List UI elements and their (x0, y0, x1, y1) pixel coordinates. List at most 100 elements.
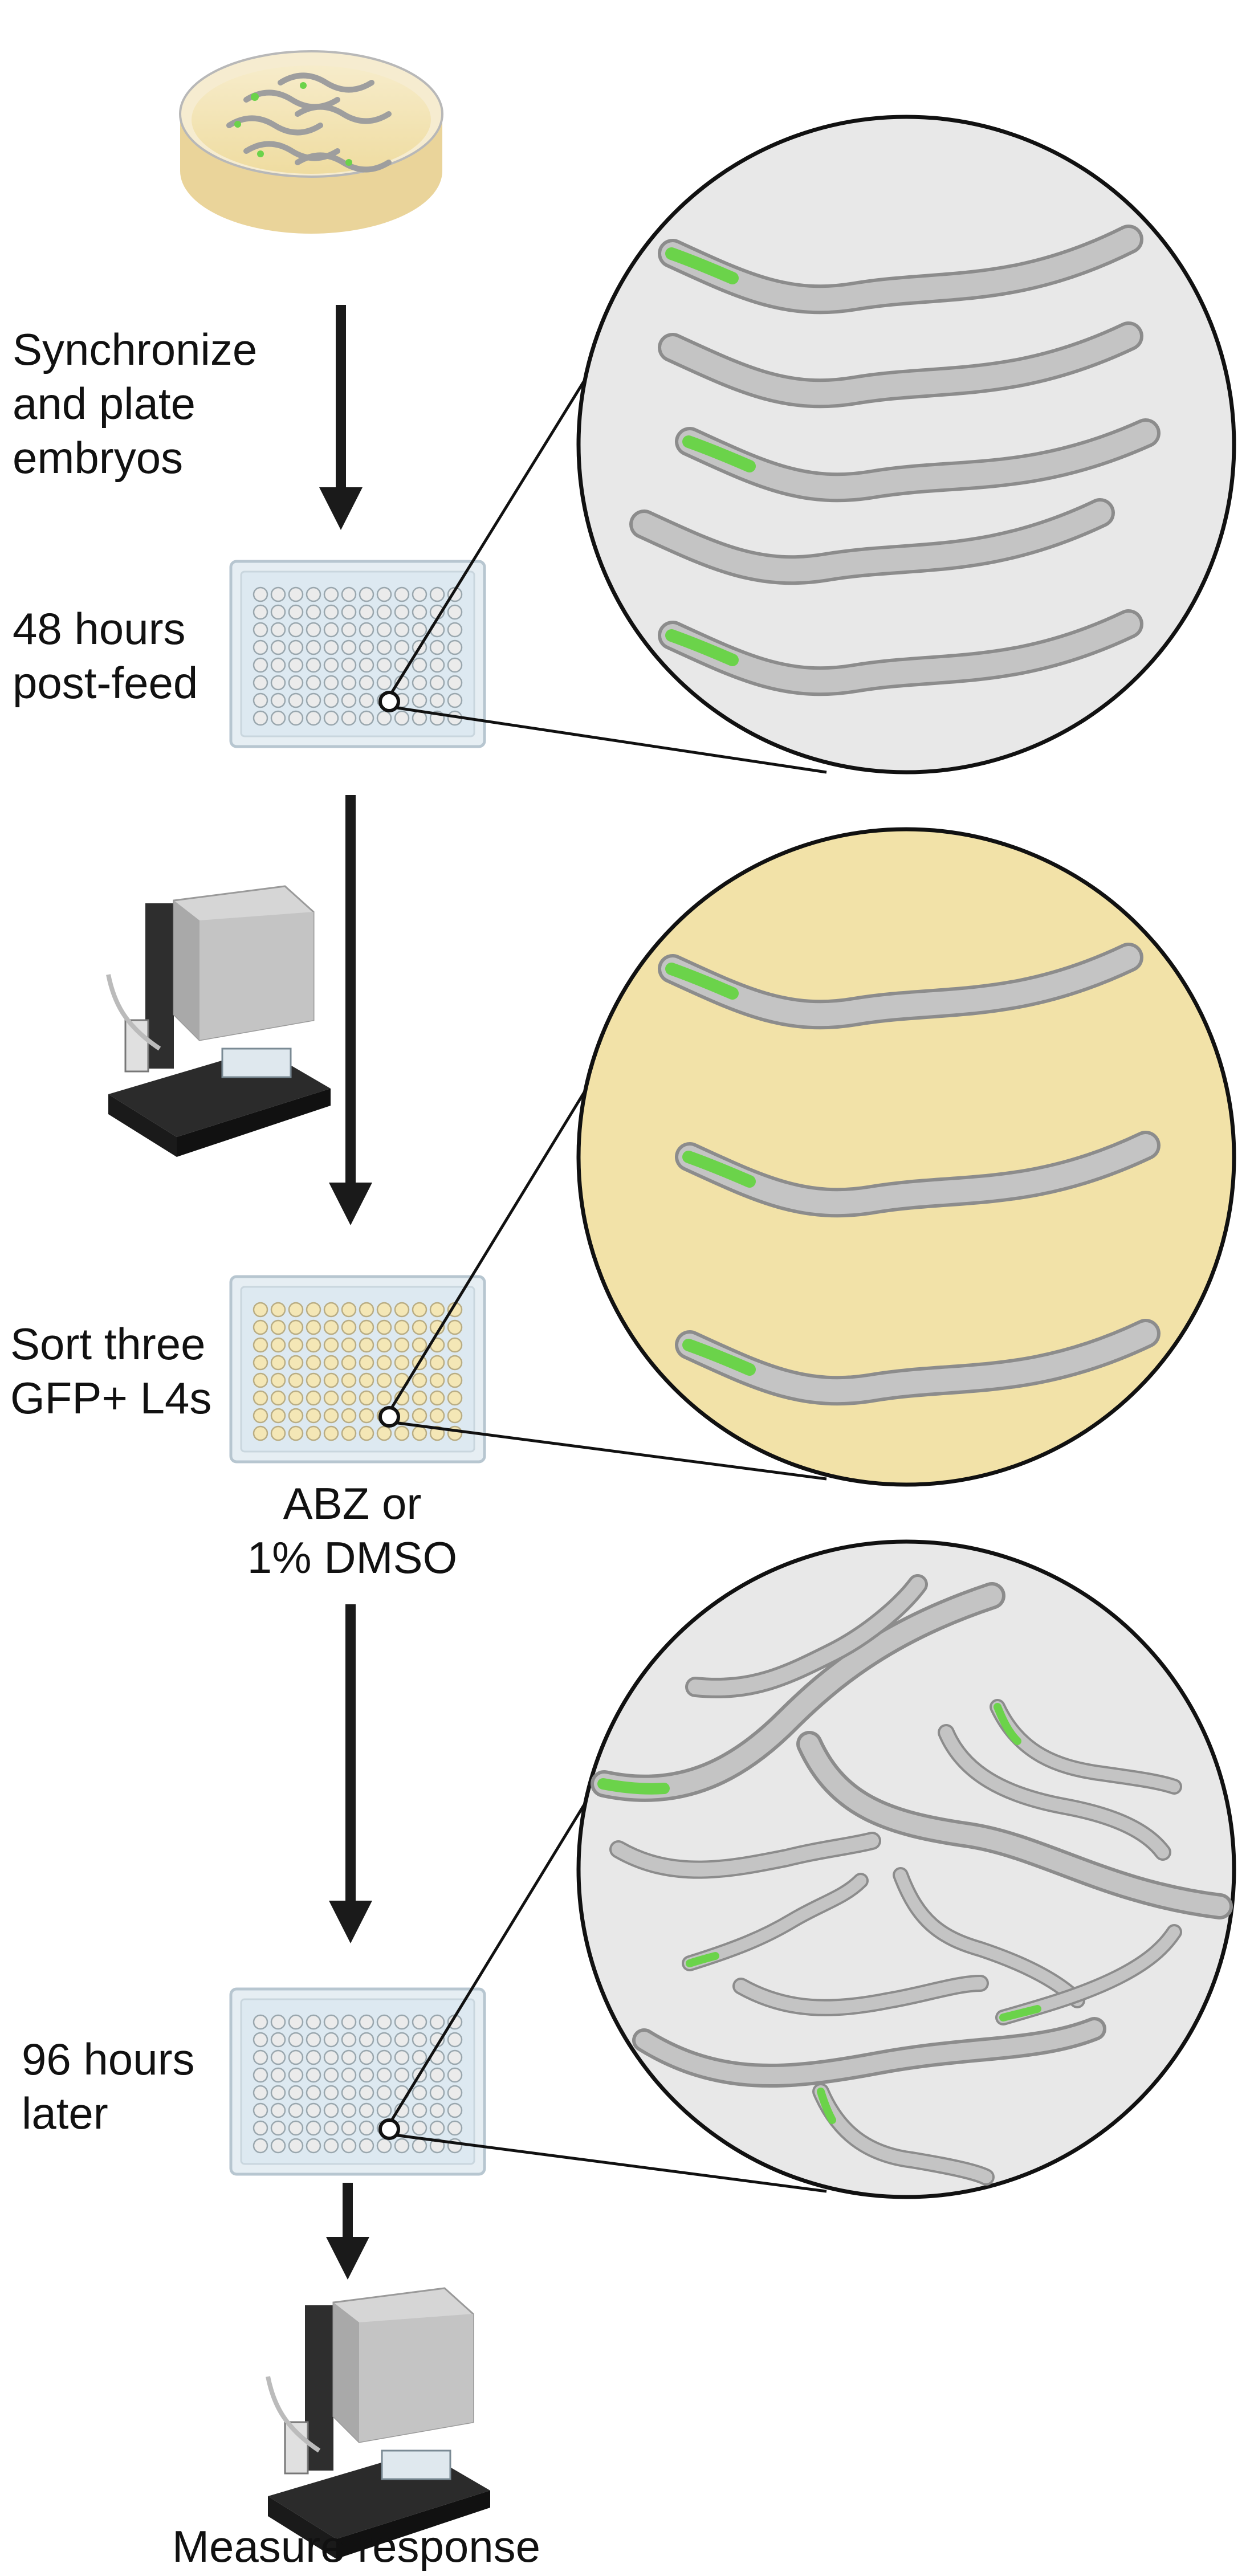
zoom-lines-1 (388, 375, 827, 774)
well (359, 1425, 374, 1441)
well (270, 1372, 286, 1388)
well (341, 710, 357, 726)
well (323, 1355, 339, 1371)
well (341, 1408, 357, 1424)
well (359, 1337, 374, 1353)
well (341, 1337, 357, 1353)
well (306, 2120, 321, 2136)
well (447, 2102, 463, 2118)
well (270, 1337, 286, 1353)
well (253, 2014, 268, 2030)
worm-icon (632, 2017, 1106, 2088)
well (270, 1302, 286, 1318)
well (306, 1390, 321, 1406)
well (288, 1372, 304, 1388)
well (341, 657, 357, 673)
worm-icon (658, 225, 1143, 315)
well (253, 1302, 268, 1318)
well (288, 2138, 304, 2154)
worm-icon (675, 1131, 1161, 1218)
well (447, 1408, 463, 1424)
well (288, 1355, 304, 1371)
well (429, 1372, 445, 1388)
well (253, 2049, 268, 2065)
well (394, 586, 410, 602)
well (376, 2014, 392, 2030)
well (270, 1319, 286, 1335)
well (270, 2014, 286, 2030)
well (323, 1372, 339, 1388)
well (359, 639, 374, 655)
well (376, 2032, 392, 2048)
well (359, 1319, 374, 1335)
well-plate-icon (229, 560, 486, 748)
well (376, 639, 392, 655)
well (429, 675, 445, 691)
zoom-lines-3 (388, 1794, 827, 2193)
well (412, 2120, 427, 2136)
well (270, 1425, 286, 1441)
well (412, 657, 427, 673)
well (412, 2032, 427, 2048)
well (376, 1302, 392, 1318)
well (376, 622, 392, 638)
well (376, 1425, 392, 1441)
well (359, 622, 374, 638)
synchronize-label: Synchronize and plate embryos (13, 324, 257, 483)
synchronize-line-3: embryos (13, 433, 183, 483)
well (412, 1425, 427, 1441)
well (323, 586, 339, 602)
well (412, 1390, 427, 1406)
well (341, 2120, 357, 2136)
well (288, 1302, 304, 1318)
well (412, 1408, 427, 1424)
well (253, 675, 268, 691)
well (359, 604, 374, 620)
worm-icon (591, 1582, 1005, 1802)
well (447, 2067, 463, 2083)
well (253, 710, 268, 726)
well (270, 639, 286, 655)
well (341, 639, 357, 655)
well (394, 1337, 410, 1353)
worm-icon (893, 1867, 1085, 2008)
well (412, 2102, 427, 2118)
well (341, 586, 357, 602)
well (306, 2032, 321, 2048)
well (429, 2102, 445, 2118)
well (306, 1302, 321, 1318)
well (323, 1408, 339, 1424)
well (341, 675, 357, 691)
well (359, 2102, 374, 2118)
feed-line-1: 48 hours (13, 604, 186, 654)
well (376, 1337, 392, 1353)
well (359, 1355, 374, 1371)
well (376, 2085, 392, 2101)
well (253, 1355, 268, 1371)
well (394, 710, 410, 726)
well (429, 657, 445, 673)
well (447, 657, 463, 673)
well (429, 639, 445, 655)
well (288, 2120, 304, 2136)
zoom-lines-2 (388, 1082, 827, 1481)
well (306, 1319, 321, 1335)
well (253, 622, 268, 638)
well (412, 2014, 427, 2030)
worm-icon (685, 1574, 928, 1698)
well (359, 710, 374, 726)
well (376, 586, 392, 602)
worm-sorter-icon (266, 2287, 490, 2559)
worm-sorter-icon (106, 885, 331, 1157)
well (359, 2067, 374, 2083)
well (394, 2067, 410, 2083)
well (376, 1390, 392, 1406)
well (323, 692, 339, 708)
arrow-4 (326, 2183, 369, 2280)
well (341, 2032, 357, 2048)
well (341, 1355, 357, 1371)
well (341, 1319, 357, 1335)
feed-line-2: post-feed (13, 658, 198, 708)
well (447, 639, 463, 655)
well (429, 2120, 445, 2136)
